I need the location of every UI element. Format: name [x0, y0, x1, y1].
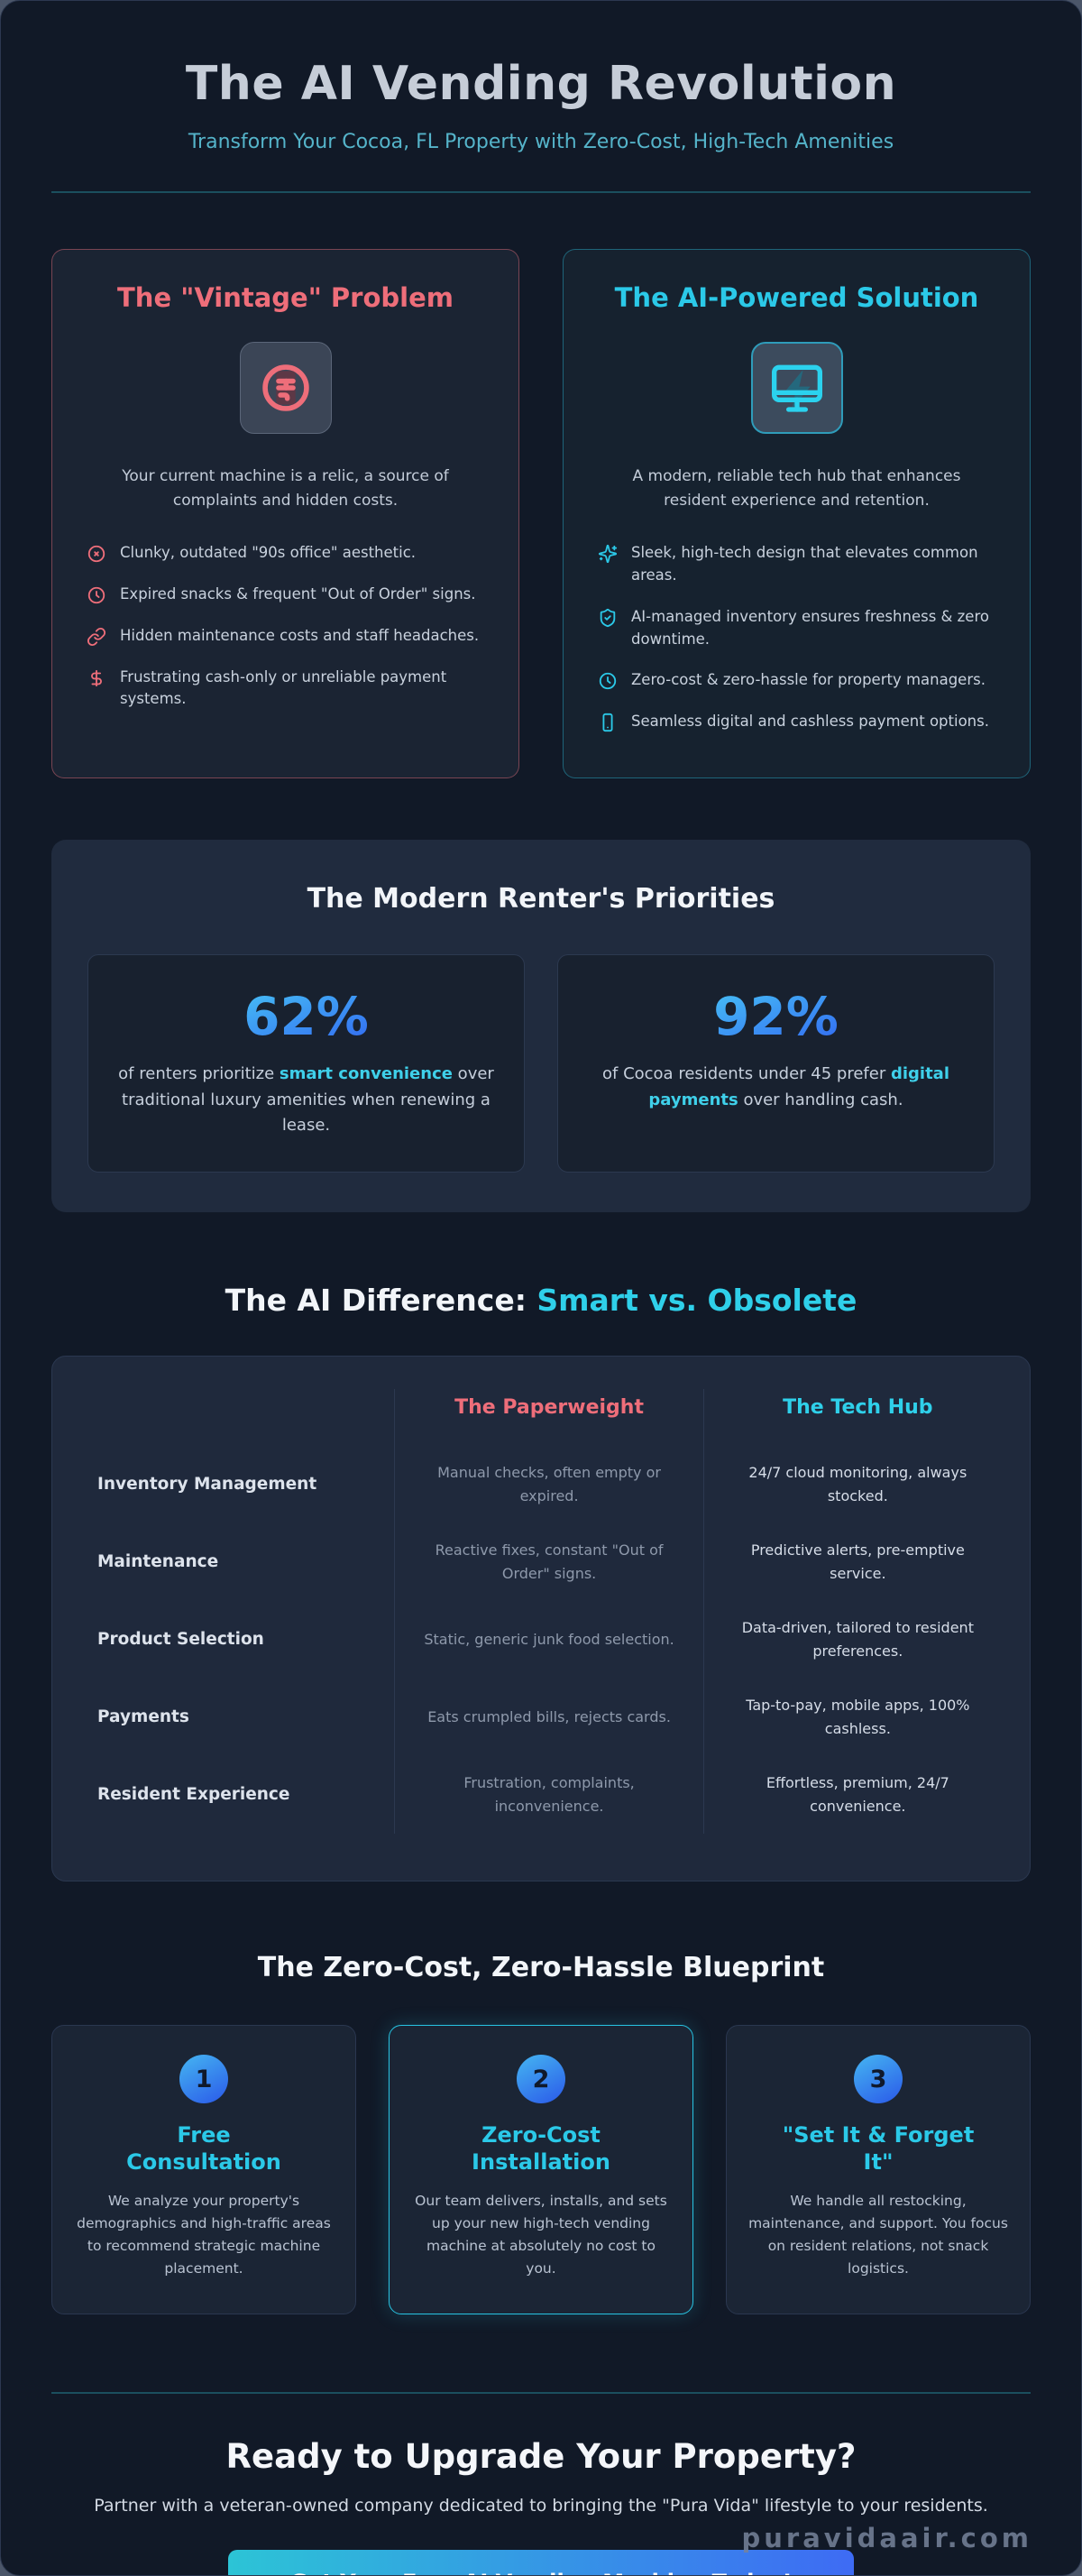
- clock-icon: [598, 671, 618, 691]
- paperweight-cell: Frustration, complaints, inconvenience.: [394, 1756, 702, 1835]
- footer-divider: [51, 2392, 1031, 2395]
- step-title: "Set It & Forget It": [782, 2122, 975, 2176]
- row-label: Product Selection: [97, 1630, 264, 1649]
- row-label: Maintenance: [97, 1552, 219, 1571]
- problem-card: The "Vintage" Problem Your current machi…: [51, 249, 519, 778]
- blueprint-section: The Zero-Cost, Zero-Hassle Blueprint 1 F…: [1, 1952, 1081, 2315]
- stat-text: of Cocoa residents under 45 prefer digit…: [602, 1063, 949, 1109]
- get-machine-button[interactable]: Get Your Free AI Vending Machine Today!: [228, 2550, 854, 2575]
- problem-bullet: Frustrating cash-only or unreliable paym…: [87, 667, 484, 712]
- step-number-badge: 3: [854, 2055, 903, 2104]
- problem-bullet: Expired snacks & frequent "Out of Order"…: [87, 584, 484, 606]
- vintage-machine-icon: [239, 342, 332, 434]
- dollar-icon: [87, 668, 106, 688]
- difference-section: The AI Difference: Smart vs. Obsolete Th…: [1, 1283, 1081, 1882]
- smartphone-icon: [598, 713, 618, 732]
- priorities-section: The Modern Renter's Priorities 62% of re…: [51, 839, 1031, 1213]
- solution-card: The AI-Powered Solution A modern, reliab…: [563, 249, 1031, 778]
- blueprint-title: The Zero-Cost, Zero-Hassle Blueprint: [257, 1952, 825, 1984]
- paperweight-cell: Eats crumpled bills, rejects cards.: [394, 1679, 702, 1757]
- cta-title: Ready to Upgrade Your Property?: [225, 2437, 857, 2477]
- solution-bullet: Seamless digital and cashless payment op…: [598, 711, 995, 733]
- cta-section: Ready to Upgrade Your Property? Partner …: [1, 2394, 1081, 2575]
- techhub-cell: Effortless, premium, 24/7 convenience.: [702, 1756, 1012, 1835]
- step-number-badge: 1: [179, 2055, 228, 2104]
- stat-highlight: digital payments: [648, 1063, 949, 1109]
- comparison-table: The Paperweight The Tech Hub Inventory M…: [51, 1356, 1031, 1882]
- priorities-title: The Modern Renter's Priorities: [307, 882, 775, 915]
- row-label: Resident Experience: [97, 1785, 290, 1804]
- step-card-1: 1 Free Consultation We analyze your prop…: [51, 2025, 356, 2315]
- problem-bullet: Hidden maintenance costs and staff heada…: [87, 625, 484, 648]
- problem-bullet-list: Clunky, outdated "90s office" aesthetic.…: [81, 542, 490, 711]
- step-card-2: 2 Zero-Cost Installation Our team delive…: [389, 2025, 693, 2315]
- paperweight-cell: Manual checks, often empty or expired.: [394, 1446, 702, 1524]
- step-title: Zero-Cost Installation: [472, 2122, 610, 2176]
- cta-subtitle: Partner with a veteran-owned company ded…: [94, 2496, 988, 2516]
- table-corner-cell: [70, 1389, 394, 1446]
- row-label: Payments: [97, 1707, 189, 1726]
- paperweight-cell: Reactive fixes, constant "Out of Order" …: [394, 1523, 702, 1602]
- step-number-badge: 2: [517, 2055, 565, 2104]
- stat-highlight: smart convenience: [279, 1063, 453, 1083]
- solution-bullet: Zero-cost & zero-hassle for property man…: [598, 669, 995, 692]
- clock-icon: [87, 585, 106, 605]
- watermark: puravidaair.com: [741, 2523, 1032, 2553]
- problem-title: The "Vintage" Problem: [117, 282, 454, 313]
- solution-bullet: Sleek, high-tech design that elevates co…: [598, 542, 995, 587]
- difference-title-accent: Smart vs. Obsolete: [536, 1283, 857, 1319]
- stat-value: 92%: [713, 985, 839, 1047]
- step-text: We handle all restocking, maintenance, a…: [748, 2193, 1008, 2277]
- header: The AI Vending Revolution Transform Your…: [1, 1, 1081, 153]
- comparison-grid: The Paperweight The Tech Hub Inventory M…: [70, 1389, 1012, 1835]
- page-subtitle: Transform Your Cocoa, FL Property with Z…: [188, 131, 894, 153]
- solution-title: The AI-Powered Solution: [614, 282, 979, 313]
- problem-solution-row: The "Vintage" Problem Your current machi…: [51, 249, 1031, 778]
- steps-row: 1 Free Consultation We analyze your prop…: [51, 2025, 1031, 2315]
- page-title: The AI Vending Revolution: [185, 57, 897, 111]
- difference-title: The AI Difference: Smart vs. Obsolete: [225, 1283, 857, 1319]
- techhub-cell: 24/7 cloud monitoring, always stocked.: [702, 1446, 1012, 1524]
- step-text: We analyze your property's demographics …: [77, 2193, 331, 2277]
- stats-row: 62% of renters prioritize smart convenie…: [87, 953, 995, 1173]
- header-divider: [51, 191, 1031, 193]
- paperweight-cell: Static, generic junk food selection.: [394, 1601, 702, 1679]
- column-header-paperweight: The Paperweight: [394, 1389, 702, 1447]
- step-text: Our team delivers, installs, and sets up…: [415, 2193, 667, 2277]
- sparkles-icon: [598, 544, 618, 564]
- stat-card-digital-payments: 92% of Cocoa residents under 45 prefer d…: [557, 953, 995, 1173]
- stat-card-smart-convenience: 62% of renters prioritize smart convenie…: [87, 953, 525, 1173]
- solution-bullet-list: Sleek, high-tech design that elevates co…: [592, 542, 1001, 733]
- smart-monitor-icon: [750, 342, 843, 434]
- step-title: Free Consultation: [126, 2122, 281, 2176]
- link-icon: [87, 627, 106, 647]
- circle-x-icon: [87, 544, 106, 564]
- problem-description: Your current machine is a relic, a sourc…: [122, 467, 449, 511]
- solution-description: A modern, reliable tech hub that enhance…: [632, 467, 961, 511]
- column-header-techhub: The Tech Hub: [702, 1389, 1012, 1447]
- stat-text: of renters prioritize smart convenience …: [118, 1063, 494, 1136]
- techhub-cell: Tap-to-pay, mobile apps, 100% cashless.: [702, 1679, 1012, 1757]
- techhub-cell: Data-driven, tailored to resident prefer…: [702, 1601, 1012, 1679]
- solution-bullet: AI-managed inventory ensures freshness &…: [598, 606, 995, 651]
- shield-check-icon: [598, 608, 618, 628]
- step-card-3: 3 "Set It & Forget It" We handle all res…: [726, 2025, 1031, 2315]
- techhub-cell: Predictive alerts, pre-emptive service.: [702, 1523, 1012, 1602]
- problem-bullet: Clunky, outdated "90s office" aesthetic.: [87, 542, 484, 565]
- stat-value: 62%: [243, 985, 369, 1047]
- row-label: Inventory Management: [97, 1475, 317, 1494]
